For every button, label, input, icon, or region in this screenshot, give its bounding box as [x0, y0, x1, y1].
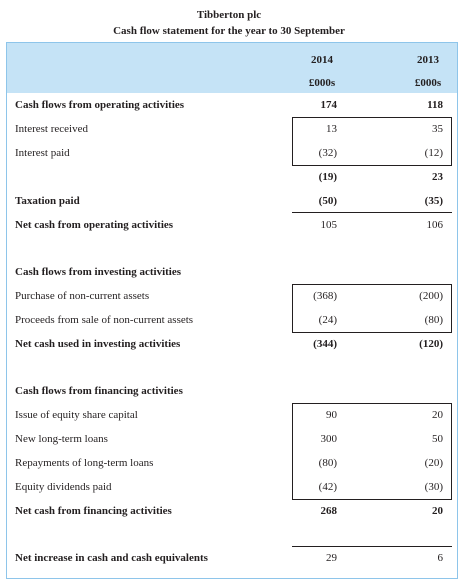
cell-value: (35)	[424, 195, 443, 207]
row-label: Issue of equity share capital	[15, 409, 138, 421]
cell-value: 20	[432, 505, 443, 517]
cell-value: 105	[320, 219, 338, 231]
cell-value: 50	[432, 433, 443, 445]
cell-value: (368)	[313, 290, 337, 302]
row-label: Net cash used in investing activities	[15, 338, 181, 350]
header-band	[7, 43, 457, 93]
cell-value: (200)	[419, 290, 443, 302]
rule	[292, 546, 452, 547]
cell-value: 174	[320, 99, 338, 111]
row-label: Taxation paid	[15, 195, 80, 207]
cell-value: (20)	[424, 457, 443, 469]
row-label: Net increase in cash and cash equivalent…	[15, 552, 208, 564]
cell-value: 106	[426, 219, 444, 231]
title: Cash flow statement for the year to 30 S…	[113, 25, 345, 37]
cell-value: 20	[432, 409, 443, 421]
cell-value: (12)	[424, 147, 443, 159]
row-label: Cash flows from operating activities	[15, 99, 185, 111]
col-year: 2013	[417, 54, 439, 66]
cell-value: (42)	[318, 481, 337, 493]
cell-value: (32)	[318, 147, 337, 159]
row-label: Purchase of non-current assets	[15, 290, 150, 302]
row-label: Proceeds from sale of non-current assets	[15, 314, 194, 326]
cell-value: 23	[432, 171, 443, 183]
cell-value: (120)	[419, 338, 443, 350]
cell-value: (19)	[318, 171, 337, 183]
group-box	[292, 403, 452, 500]
company: Tibberton plc	[196, 9, 262, 21]
group-box	[292, 117, 452, 166]
cell-value: 118	[427, 99, 443, 111]
row-label: New long-term loans	[15, 433, 108, 445]
row-label: Equity dividends paid	[15, 481, 112, 493]
col-unit: £000s	[308, 77, 336, 89]
cell-value: (344)	[313, 338, 337, 350]
row-label: Repayments of long-term loans	[15, 457, 154, 469]
group-box	[292, 284, 452, 333]
cell-value: (30)	[424, 481, 443, 493]
row-label: Cash flows from investing activities	[15, 266, 182, 278]
cell-value: 90	[326, 409, 337, 421]
cell-value: 29	[326, 552, 337, 564]
row-label: Net cash from financing activities	[15, 505, 172, 517]
cell-value: (50)	[318, 195, 337, 207]
cell-value: 268	[320, 505, 338, 517]
row-label: Net cash from operating activities	[15, 219, 174, 231]
col-unit: £000s	[414, 77, 442, 89]
cell-value: 300	[320, 433, 338, 445]
row-label: Cash flows from financing activities	[15, 385, 183, 397]
cell-value: (24)	[318, 314, 337, 326]
cell-value: 13	[326, 123, 337, 135]
row-label: Interest paid	[15, 147, 70, 159]
cell-value: 6	[437, 552, 444, 564]
rule	[292, 212, 452, 213]
col-year: 2014	[311, 54, 333, 66]
cell-value: 35	[432, 123, 443, 135]
cell-value: (80)	[424, 314, 443, 326]
cell-value: (80)	[318, 457, 337, 469]
row-label: Interest received	[15, 123, 88, 135]
